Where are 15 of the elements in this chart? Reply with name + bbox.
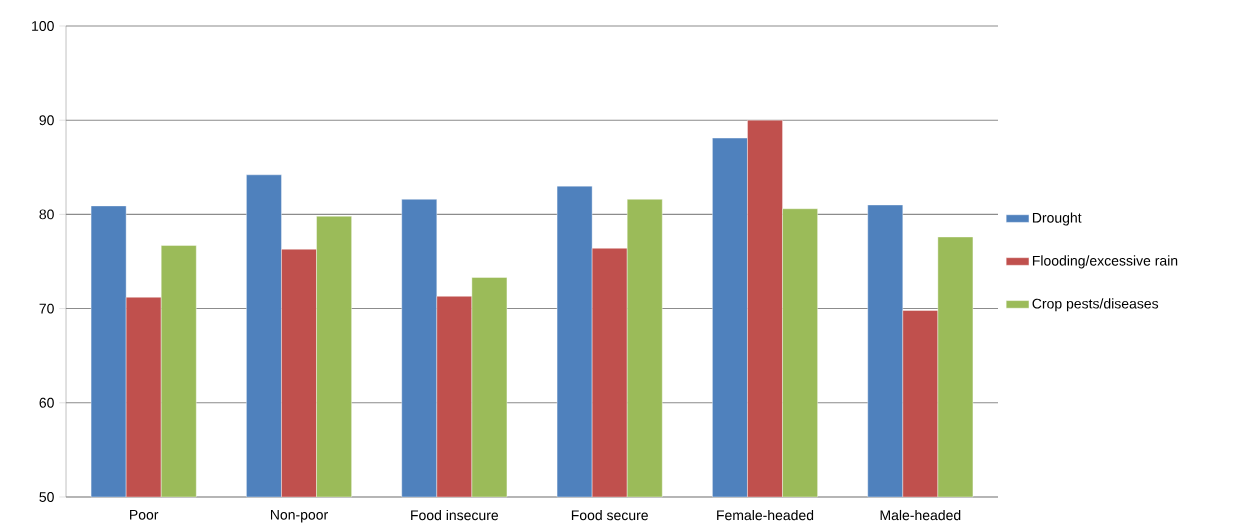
y-tick-label: 70 (39, 303, 54, 314)
y-tick-label: 80 (39, 209, 54, 220)
x-tick-label: Poor (130, 509, 159, 520)
x-tick-label: Non-poor (270, 509, 328, 523)
x-tick-label: Male-headed (880, 509, 961, 521)
legend-label: Flooding/excessive rain (1032, 255, 1178, 269)
x-tick-label: Food insecure (411, 509, 499, 521)
y-tick-label: 50 (39, 492, 54, 502)
y-tick-label: 60 (39, 397, 54, 408)
legend-label: Drought (1032, 212, 1082, 226)
y-tick-label: 90 (39, 115, 54, 126)
x-tick-label: Female-headed (717, 509, 814, 521)
y-tick-label: 100 (32, 21, 54, 31)
legend-label: Crop pests/diseases (1032, 298, 1159, 312)
x-tick-label: Food secure (571, 509, 648, 521)
